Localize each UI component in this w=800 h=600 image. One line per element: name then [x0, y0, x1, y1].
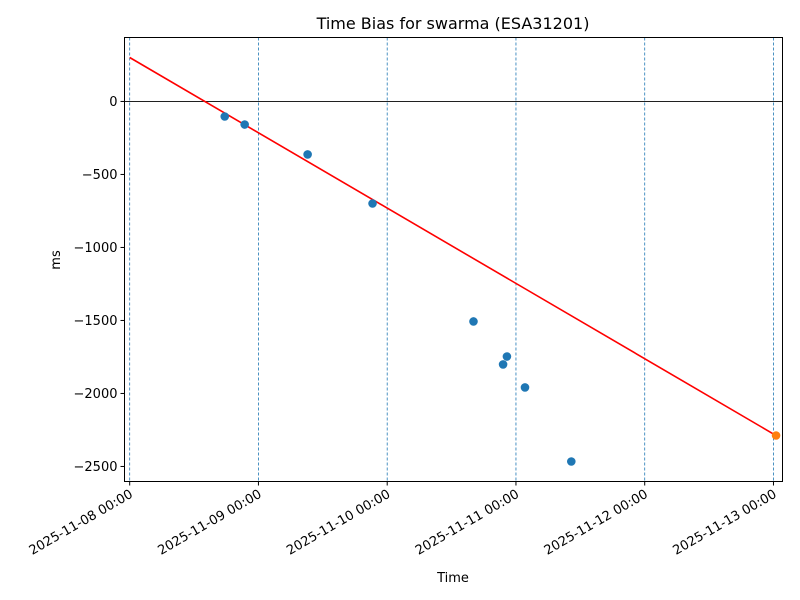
chart-title: Time Bias for swarma (ESA31201)	[316, 14, 590, 33]
measurements-point	[502, 352, 512, 361]
x-tick-label: 2025-11-12 00:00	[542, 487, 651, 559]
measurements-point	[567, 457, 576, 466]
measurements-point	[520, 383, 530, 392]
x-tick-label: 2025-11-09 00:00	[155, 487, 264, 559]
x-tick-label: 2025-11-10 00:00	[284, 487, 393, 559]
x-axis-label: Time	[436, 571, 469, 586]
fit-line	[129, 56, 777, 437]
measurements-point	[240, 120, 249, 129]
prediction-point	[771, 431, 781, 440]
x-tick-label: 2025-11-11 00:00	[413, 487, 522, 559]
measurements-point	[220, 112, 230, 121]
y-tick-label: −1500	[74, 314, 118, 329]
y-tick-label: −500	[82, 168, 118, 183]
measurements-point	[469, 317, 478, 326]
x-tick-label: 2025-11-08 00:00	[27, 487, 136, 559]
y-tick-label: −1000	[74, 241, 118, 256]
plot-frame	[124, 37, 783, 482]
y-tick-label: −2000	[74, 387, 118, 402]
y-tick-label: −2500	[74, 460, 118, 475]
measurements-point	[498, 360, 508, 369]
measurements-point	[303, 150, 312, 159]
y-axis-label: ms	[49, 250, 64, 270]
measurements-point	[368, 199, 377, 208]
x-tick-label: 2025-11-13 00:00	[671, 487, 780, 559]
y-tick-label: 0	[109, 95, 117, 110]
